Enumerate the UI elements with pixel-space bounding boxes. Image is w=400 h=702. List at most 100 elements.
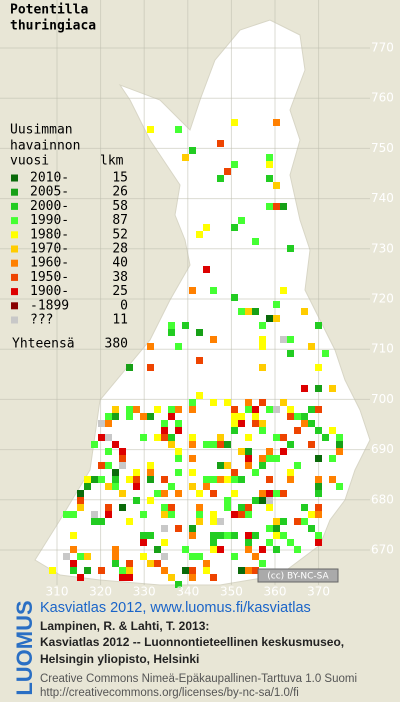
record-square xyxy=(280,518,287,525)
record-square xyxy=(126,567,133,574)
record-square xyxy=(196,504,203,511)
record-square xyxy=(273,203,280,210)
record-square xyxy=(280,490,287,497)
record-square xyxy=(175,126,182,133)
record-square xyxy=(126,476,133,483)
record-square xyxy=(266,161,273,168)
record-square xyxy=(126,574,133,581)
record-square xyxy=(189,441,196,448)
record-square xyxy=(259,427,266,434)
record-square xyxy=(203,266,210,273)
record-square xyxy=(259,322,266,329)
record-square xyxy=(224,462,231,469)
y-grid-label: 740 xyxy=(371,191,394,205)
record-square xyxy=(273,301,280,308)
record-square xyxy=(245,539,252,546)
y-grid-label: 750 xyxy=(371,141,394,155)
record-square xyxy=(210,476,217,483)
record-square xyxy=(91,476,98,483)
record-square xyxy=(196,357,203,364)
license-text: http://creativecommons.org/licenses/by-n… xyxy=(40,687,299,699)
record-square xyxy=(287,336,294,343)
license-badge: (cc) BY-NC-SA xyxy=(257,568,339,583)
record-square xyxy=(301,413,308,420)
record-square xyxy=(70,567,77,574)
record-square xyxy=(252,469,259,476)
legend-label: 1900- xyxy=(30,284,69,299)
legend-swatch xyxy=(11,259,18,267)
record-square xyxy=(287,441,294,448)
legend-count: 15 xyxy=(112,171,128,186)
legend-count: 11 xyxy=(112,313,128,328)
record-square xyxy=(91,441,98,448)
record-square xyxy=(182,546,189,553)
record-square xyxy=(203,560,210,567)
record-square xyxy=(140,434,147,441)
x-grid-label: 320 xyxy=(89,585,112,599)
record-square xyxy=(105,462,112,469)
record-square xyxy=(210,546,217,553)
record-square xyxy=(252,406,259,413)
record-square xyxy=(196,329,203,336)
record-square xyxy=(189,399,196,406)
record-square xyxy=(252,308,259,315)
record-square xyxy=(252,497,259,504)
record-square xyxy=(259,420,266,427)
legend-count: 58 xyxy=(112,199,128,214)
record-square xyxy=(147,497,154,504)
record-square xyxy=(189,483,196,490)
record-square xyxy=(287,539,294,546)
record-square xyxy=(252,553,259,560)
record-square xyxy=(329,385,336,392)
record-square xyxy=(329,476,336,483)
record-square xyxy=(231,553,238,560)
record-square xyxy=(112,476,119,483)
record-square xyxy=(182,154,189,161)
record-square xyxy=(224,168,231,175)
record-square xyxy=(175,406,182,413)
record-square xyxy=(245,511,252,518)
legend-count: 0 xyxy=(120,298,128,313)
citation: Helsingin yliopisto, Helsinki xyxy=(40,652,199,666)
record-square xyxy=(196,392,203,399)
record-square xyxy=(315,364,322,371)
record-square xyxy=(133,476,140,483)
record-square xyxy=(77,490,84,497)
record-square xyxy=(217,175,224,182)
record-square xyxy=(266,203,273,210)
record-square xyxy=(280,448,287,455)
legend-swatch xyxy=(11,188,18,196)
record-square xyxy=(315,539,322,546)
record-square xyxy=(189,525,196,532)
record-square xyxy=(273,455,280,462)
atlas-link: Kasviatlas 2012, www.luomus.fi/kasviatla… xyxy=(40,600,311,616)
record-square xyxy=(119,455,126,462)
record-square xyxy=(161,427,168,434)
record-square xyxy=(273,532,280,539)
record-square xyxy=(126,406,133,413)
record-square xyxy=(63,511,70,518)
record-square xyxy=(112,553,119,560)
record-square xyxy=(161,434,168,441)
record-square xyxy=(266,539,273,546)
citation: Lampinen, R. & Lahti, T. 2013: xyxy=(40,619,209,633)
record-square xyxy=(217,434,224,441)
record-square xyxy=(315,532,322,539)
record-square xyxy=(301,308,308,315)
record-square xyxy=(252,567,259,574)
record-square xyxy=(259,560,266,567)
record-square xyxy=(238,476,245,483)
records xyxy=(49,119,343,588)
record-square xyxy=(294,546,301,553)
record-square xyxy=(126,364,133,371)
record-square xyxy=(322,350,329,357)
record-square xyxy=(315,455,322,462)
record-square xyxy=(294,413,301,420)
record-square xyxy=(336,483,343,490)
record-square xyxy=(112,483,119,490)
y-grid-label: 690 xyxy=(371,442,394,456)
record-square xyxy=(49,567,56,574)
badge-text: (cc) BY-NC-SA xyxy=(267,572,329,582)
record-square xyxy=(168,511,175,518)
record-square xyxy=(147,364,154,371)
